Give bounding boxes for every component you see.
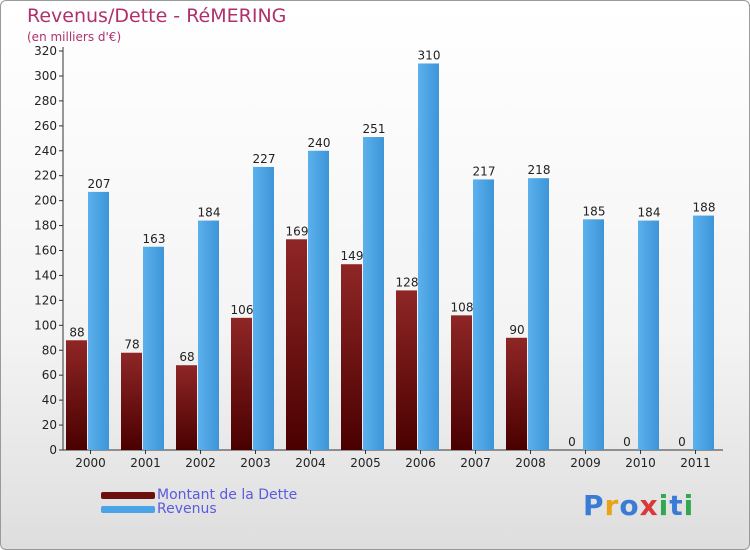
legend-item-revenus: Revenus — [101, 501, 217, 517]
data-label-revenus: 217 — [473, 164, 496, 178]
y-tick-label: 200 — [34, 194, 57, 208]
y-tick-label: 20 — [42, 418, 57, 432]
bar-revenus — [308, 150, 329, 450]
bar-dette — [396, 290, 417, 450]
y-tick-label: 160 — [34, 244, 57, 258]
bar-revenus — [583, 219, 604, 450]
x-tick-label: 2004 — [295, 456, 326, 470]
bar-revenus — [693, 215, 714, 450]
x-tick-label: 2005 — [350, 456, 381, 470]
data-label-dette: 169 — [286, 224, 309, 238]
chart-title: Revenus/Dette - RéMERING — [27, 5, 287, 27]
bar-dette — [231, 317, 252, 450]
data-label-dette: 106 — [231, 303, 254, 317]
legend-label-dette: Montant de la Dette — [157, 487, 298, 503]
data-label-dette: 68 — [179, 350, 194, 364]
y-tick-label: 300 — [34, 69, 57, 83]
x-tick-label: 2010 — [625, 456, 656, 470]
y-tick-label: 260 — [34, 119, 57, 133]
data-label-revenus: 207 — [88, 177, 111, 191]
data-label-revenus: 185 — [583, 204, 606, 218]
y-tick-label: 100 — [34, 318, 57, 332]
chart-subtitle: (en milliers d'€) — [27, 30, 122, 44]
legend-swatch-dette — [101, 491, 155, 499]
x-tick-label: 2000 — [75, 456, 106, 470]
x-tick-label: 2001 — [130, 456, 161, 470]
x-tick-label: 2007 — [460, 456, 491, 470]
x-tick-label: 2008 — [515, 456, 546, 470]
y-tick-label: 0 — [49, 443, 57, 457]
data-label-revenus: 188 — [693, 201, 716, 215]
data-label-dette: 78 — [124, 338, 139, 352]
data-label-dette: 128 — [396, 275, 419, 289]
y-tick-label: 220 — [34, 169, 57, 183]
data-label-revenus: 310 — [418, 48, 441, 62]
data-label-revenus: 184 — [198, 206, 221, 220]
y-tick-label: 180 — [34, 219, 57, 233]
y-tick-label: 240 — [34, 144, 57, 158]
y-tick-label: 80 — [42, 343, 57, 357]
x-tick-label: 2003 — [240, 456, 271, 470]
x-tick-label: 2002 — [185, 456, 216, 470]
data-label-dette: 0 — [568, 435, 576, 449]
legend-label-revenus: Revenus — [157, 501, 217, 517]
data-label-dette: 108 — [451, 300, 474, 314]
data-label-dette: 0 — [623, 435, 631, 449]
proxiti-logo: Proxiti — [583, 489, 695, 522]
bar-revenus — [143, 246, 164, 450]
bar-dette — [451, 315, 472, 450]
bar-dette — [286, 239, 307, 450]
x-tick-label: 2011 — [680, 456, 711, 470]
data-label-revenus: 227 — [253, 152, 276, 166]
data-label-dette: 90 — [509, 323, 524, 337]
y-tick-label: 280 — [34, 94, 57, 108]
bar-revenus — [88, 191, 109, 450]
y-tick-label: 140 — [34, 268, 57, 282]
legend-swatch-revenus — [101, 505, 155, 513]
bar-dette — [506, 337, 527, 450]
data-label-revenus: 240 — [308, 136, 331, 150]
bar-revenus — [528, 178, 549, 450]
data-label-revenus: 251 — [363, 122, 386, 136]
y-tick-label: 60 — [42, 368, 57, 382]
data-label-revenus: 163 — [143, 232, 166, 246]
bar-revenus — [253, 166, 274, 450]
bar-revenus — [638, 220, 659, 450]
bar-dette — [121, 352, 142, 450]
bar-revenus — [198, 220, 219, 450]
x-tick-label: 2006 — [405, 456, 436, 470]
bar-dette — [66, 340, 87, 450]
data-label-dette: 0 — [678, 435, 686, 449]
x-tick-label: 2009 — [570, 456, 601, 470]
data-label-dette: 88 — [69, 325, 84, 339]
legend-item-dette: Montant de la Dette — [101, 487, 297, 503]
y-tick-label: 320 — [34, 44, 57, 58]
data-label-revenus: 218 — [528, 163, 551, 177]
bar-revenus — [363, 137, 384, 451]
bar-revenus — [473, 179, 494, 450]
bar-revenus — [418, 63, 439, 450]
bar-dette — [341, 264, 362, 450]
bar-dette — [176, 365, 197, 450]
data-label-revenus: 184 — [638, 206, 661, 220]
y-tick-label: 120 — [34, 293, 57, 307]
y-tick-label: 40 — [42, 393, 57, 407]
data-label-dette: 149 — [341, 249, 364, 263]
